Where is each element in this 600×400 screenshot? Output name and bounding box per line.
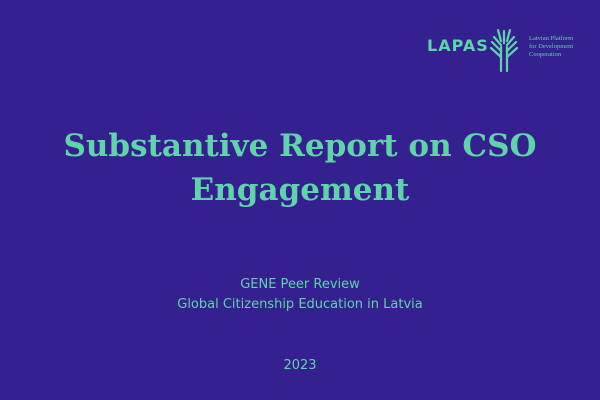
- subtitle: GENE Peer Review Global Citizenship Educ…: [0, 275, 600, 315]
- subtitle-line: GENE Peer Review: [240, 277, 360, 292]
- logo-icon: [489, 28, 519, 73]
- title-line: Engagement: [190, 172, 410, 208]
- logo-name: LAPAS: [427, 36, 489, 55]
- tagline-line: Cooperation: [529, 51, 562, 58]
- year: 2023: [283, 358, 317, 373]
- tagline-line: for Development: [529, 43, 574, 50]
- tagline-line: Latvian Platform: [529, 35, 574, 42]
- title: Substantive Report on CSO Engagement: [0, 124, 600, 212]
- title-line: Substantive Report on CSO: [63, 128, 537, 164]
- logo-tagline: Latvian Platform for Development Coopera…: [529, 35, 573, 59]
- subtitle-line: Global Citizenship Education in Latvia: [177, 297, 423, 312]
